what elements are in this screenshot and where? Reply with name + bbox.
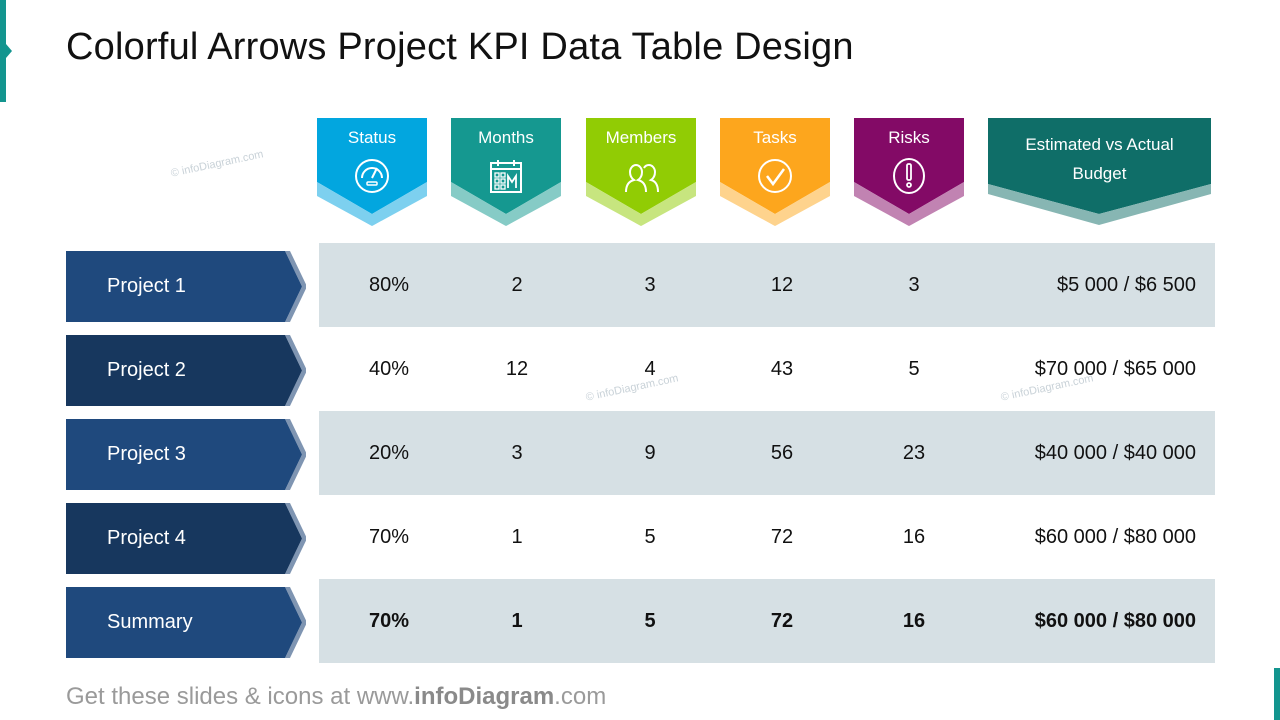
cell-risks: 5 xyxy=(908,358,920,380)
cell-status: 20% xyxy=(368,442,410,464)
cell-risks: 23 xyxy=(902,442,926,464)
cell-status: 80% xyxy=(368,274,410,296)
row-name: Project 4 xyxy=(107,527,186,549)
row-name: Project 1 xyxy=(107,275,186,297)
cell-budget: $40 000 / $40 000 xyxy=(1034,442,1196,464)
header-chevron-shape xyxy=(451,118,561,226)
cell-members: 3 xyxy=(644,274,656,296)
row-label-arrow: Project 3 xyxy=(66,419,306,490)
cell-risks: 16 xyxy=(902,526,926,548)
cell-tasks: 72 xyxy=(770,610,794,632)
footer-suffix: .com xyxy=(554,683,607,710)
cell-members: 4 xyxy=(644,358,656,380)
cell-tasks: 43 xyxy=(770,358,794,380)
row-name: Project 2 xyxy=(107,359,186,381)
footer-text: Get these slides & icons at www.infoDiag… xyxy=(66,683,606,711)
column-header-members: Members xyxy=(586,118,696,228)
accent-notch xyxy=(6,44,12,58)
header-label-line2: Budget xyxy=(1072,164,1127,183)
column-header-budget: Estimated vs Actual Budget xyxy=(988,118,1211,228)
row-label-arrow: Project 1 xyxy=(66,251,306,322)
page-title: Colorful Arrows Project KPI Data Table D… xyxy=(66,26,854,68)
header-chevron-shape xyxy=(988,118,1211,225)
header-label: Risks xyxy=(888,128,930,147)
header-label: Months xyxy=(478,128,534,147)
row-name: Summary xyxy=(107,611,193,633)
row-stripe xyxy=(319,411,1215,495)
cell-risks: 3 xyxy=(908,274,920,296)
column-header-status: Status xyxy=(317,118,427,228)
header-label: Tasks xyxy=(753,128,797,147)
cell-status: 70% xyxy=(368,526,410,548)
speedometer-icon xyxy=(355,159,389,193)
row-label-arrow: Summary xyxy=(66,587,306,658)
cell-status: 40% xyxy=(368,358,410,380)
exclamation-icon xyxy=(893,158,925,194)
arrow-shape xyxy=(66,335,306,406)
header-chevron-shape xyxy=(854,118,964,226)
column-header-risks: Risks xyxy=(854,118,964,228)
footer-prefix: Get these slides & icons at www. xyxy=(66,683,415,710)
arrow-shape xyxy=(66,419,306,490)
cell-tasks: 72 xyxy=(770,526,794,548)
header-chevron-shape xyxy=(586,118,696,226)
cell-months: 1 xyxy=(511,610,523,632)
header-label-line1: Estimated vs Actual xyxy=(1025,135,1174,154)
cell-budget: $5 000 / $6 500 xyxy=(1056,274,1196,296)
cell-months: 3 xyxy=(511,442,523,464)
row-label-arrow: Project 2 xyxy=(66,335,306,406)
header-label: Members xyxy=(605,128,677,147)
users-icon xyxy=(625,163,659,193)
arrow-shape xyxy=(66,503,306,574)
cell-budget: $60 000 / $80 000 xyxy=(1034,526,1196,548)
row-stripe xyxy=(319,243,1215,327)
cell-months: 12 xyxy=(505,358,529,380)
accent-bar-bottom xyxy=(1274,668,1280,720)
watermark: © infoDiagram.com xyxy=(169,148,265,180)
cell-tasks: 56 xyxy=(770,442,794,464)
calendar-icon xyxy=(490,160,522,193)
arrow-shape xyxy=(66,251,306,322)
column-header-tasks: Tasks xyxy=(720,118,830,228)
check-circle-icon xyxy=(758,159,792,193)
header-chevron-shape xyxy=(720,118,830,226)
row-label-arrow: Project 4 xyxy=(66,503,306,574)
cell-members: 5 xyxy=(644,526,656,548)
cell-risks: 16 xyxy=(902,610,926,632)
cell-months: 2 xyxy=(511,274,523,296)
footer-brand: infoDiagram xyxy=(414,683,555,710)
cell-budget: $70 000 / $65 000 xyxy=(1034,358,1196,380)
header-label: Estimated vs Actual Budget xyxy=(988,130,1211,188)
accent-bar xyxy=(0,0,6,102)
row-name: Project 3 xyxy=(107,443,186,465)
header-label: Status xyxy=(347,128,397,147)
cell-budget: $60 000 / $80 000 xyxy=(1034,610,1196,632)
cell-tasks: 12 xyxy=(770,274,794,296)
arrow-shape xyxy=(66,587,306,658)
cell-members: 9 xyxy=(644,442,656,464)
header-chevron-shape xyxy=(317,118,427,226)
cell-months: 1 xyxy=(511,526,523,548)
cell-members: 5 xyxy=(644,610,656,632)
column-header-months: Months xyxy=(451,118,561,228)
cell-status: 70% xyxy=(368,610,410,632)
row-stripe xyxy=(319,579,1215,663)
